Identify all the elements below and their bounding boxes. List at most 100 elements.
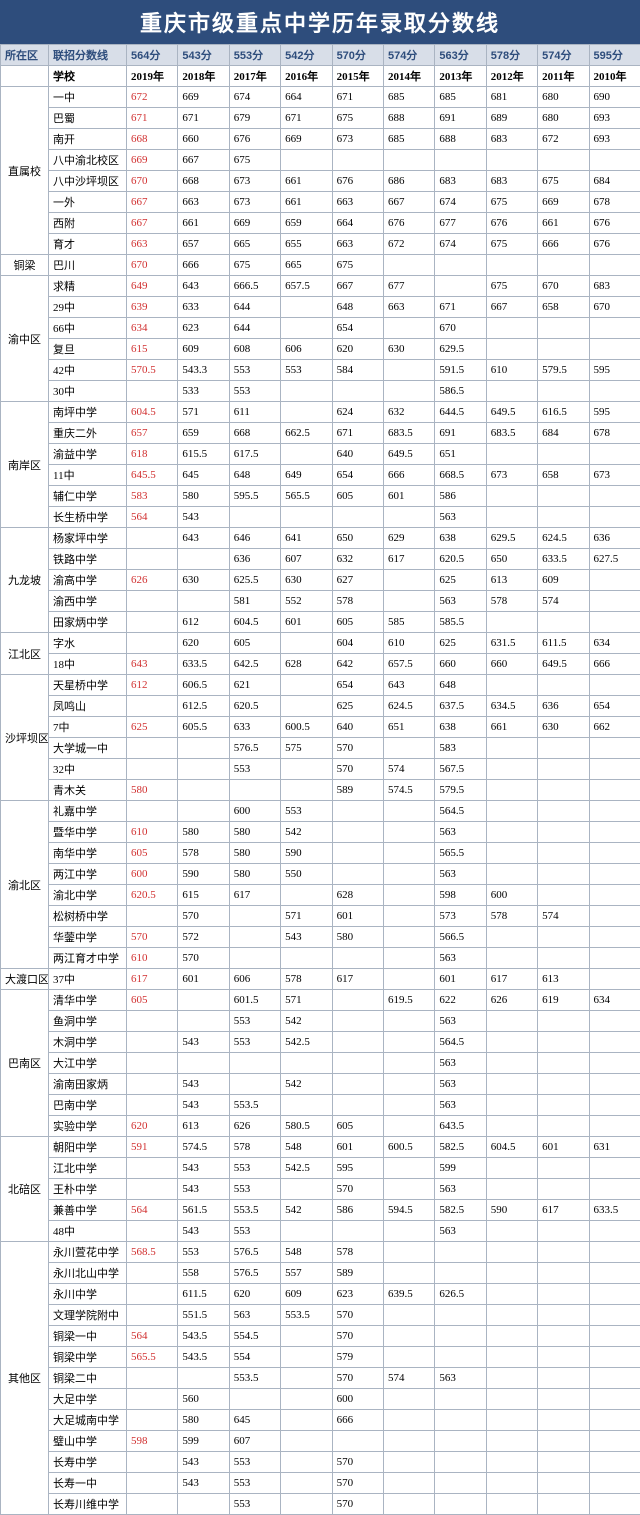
score-cell: 617 <box>538 1200 589 1221</box>
score-cell: 605 <box>332 1116 383 1137</box>
score-cell: 667 <box>332 276 383 297</box>
score-cell <box>435 1389 486 1410</box>
school-name: 南开 <box>49 129 127 150</box>
score-cell <box>383 864 434 885</box>
score-cell <box>486 1179 537 1200</box>
score-cell <box>332 948 383 969</box>
school-name: 凤鸣山 <box>49 696 127 717</box>
score-cell: 612.5 <box>178 696 229 717</box>
score-cell: 676 <box>486 213 537 234</box>
score-cell <box>538 759 589 780</box>
score-cell: 606 <box>229 969 280 990</box>
score-cell: 638 <box>435 717 486 738</box>
school-name: 清华中学 <box>49 990 127 1011</box>
score-cell: 578 <box>332 591 383 612</box>
school-name: 永川北山中学 <box>49 1263 127 1284</box>
score-cell: 553.5 <box>229 1200 280 1221</box>
col-year: 2014年 <box>383 66 434 87</box>
score-cell <box>332 1095 383 1116</box>
score-cell <box>127 1473 178 1494</box>
score-cell <box>383 591 434 612</box>
score-cell <box>486 1053 537 1074</box>
score-cell <box>538 1368 589 1389</box>
score-cell: 543 <box>281 927 332 948</box>
score-cell: 610 <box>486 360 537 381</box>
score-cell: 594.5 <box>383 1200 434 1221</box>
score-cell: 570 <box>332 1326 383 1347</box>
score-cell <box>538 864 589 885</box>
score-cell: 574.5 <box>178 1137 229 1158</box>
score-cell: 580 <box>178 822 229 843</box>
col-score: 578分 <box>486 45 537 66</box>
score-cell <box>589 1326 640 1347</box>
score-cell <box>486 948 537 969</box>
score-cell: 543 <box>178 1452 229 1473</box>
score-cell: 574 <box>538 906 589 927</box>
score-cell <box>127 633 178 654</box>
school-name: 渝高中学 <box>49 570 127 591</box>
score-cell: 630 <box>538 717 589 738</box>
school-name: 暨华中学 <box>49 822 127 843</box>
score-cell <box>589 1242 640 1263</box>
score-cell <box>178 1368 229 1389</box>
score-cell: 548 <box>281 1242 332 1263</box>
score-cell: 578 <box>281 969 332 990</box>
score-cell <box>127 381 178 402</box>
score-cell <box>486 1032 537 1053</box>
score-cell: 542 <box>281 1011 332 1032</box>
school-name: 大学城一中 <box>49 738 127 759</box>
score-cell: 565.5 <box>281 486 332 507</box>
score-cell: 673 <box>332 129 383 150</box>
score-cell <box>435 1242 486 1263</box>
col-score: 574分 <box>538 45 589 66</box>
score-cell: 673 <box>229 192 280 213</box>
score-cell: 575 <box>281 738 332 759</box>
score-cell <box>383 822 434 843</box>
score-cell <box>589 1221 640 1242</box>
col-cutoff: 联招分数线 <box>49 45 127 66</box>
score-cell: 601 <box>178 969 229 990</box>
score-cell <box>383 738 434 759</box>
score-cell <box>127 1284 178 1305</box>
score-cell: 683 <box>486 129 537 150</box>
score-cell <box>178 549 229 570</box>
score-cell: 667 <box>127 192 178 213</box>
score-cell: 661 <box>486 717 537 738</box>
score-cell: 662 <box>589 717 640 738</box>
score-cell <box>281 1389 332 1410</box>
score-cell: 665 <box>229 234 280 255</box>
score-cell <box>486 1431 537 1452</box>
score-cell: 564.5 <box>435 801 486 822</box>
school-name: 渝西中学 <box>49 591 127 612</box>
school-name: 重庆二外 <box>49 423 127 444</box>
score-cell: 642 <box>332 654 383 675</box>
score-cell: 680 <box>538 108 589 129</box>
score-cell: 624.5 <box>538 528 589 549</box>
score-cell: 574 <box>383 759 434 780</box>
score-cell: 693 <box>589 129 640 150</box>
score-cell: 552 <box>281 591 332 612</box>
score-cell: 636 <box>589 528 640 549</box>
score-cell <box>589 927 640 948</box>
score-cell: 605 <box>127 843 178 864</box>
school-name: 30中 <box>49 381 127 402</box>
score-cell: 578 <box>178 843 229 864</box>
score-cell: 690 <box>589 87 640 108</box>
score-cell: 620 <box>178 633 229 654</box>
score-cell <box>281 759 332 780</box>
score-cell <box>538 318 589 339</box>
page-title: 重庆市级重点中学历年录取分数线 <box>0 0 640 44</box>
score-cell: 609 <box>281 1284 332 1305</box>
score-cell: 620 <box>332 339 383 360</box>
score-cell: 590 <box>178 864 229 885</box>
score-cell: 654 <box>332 465 383 486</box>
score-cell: 676 <box>589 213 640 234</box>
score-cell <box>281 675 332 696</box>
score-cell <box>486 1389 537 1410</box>
score-cell: 658 <box>538 465 589 486</box>
district-cell: 渝北区 <box>1 801 49 969</box>
score-cell <box>538 507 589 528</box>
score-cell: 613 <box>486 570 537 591</box>
score-cell: 693 <box>589 108 640 129</box>
score-cell: 673 <box>229 171 280 192</box>
